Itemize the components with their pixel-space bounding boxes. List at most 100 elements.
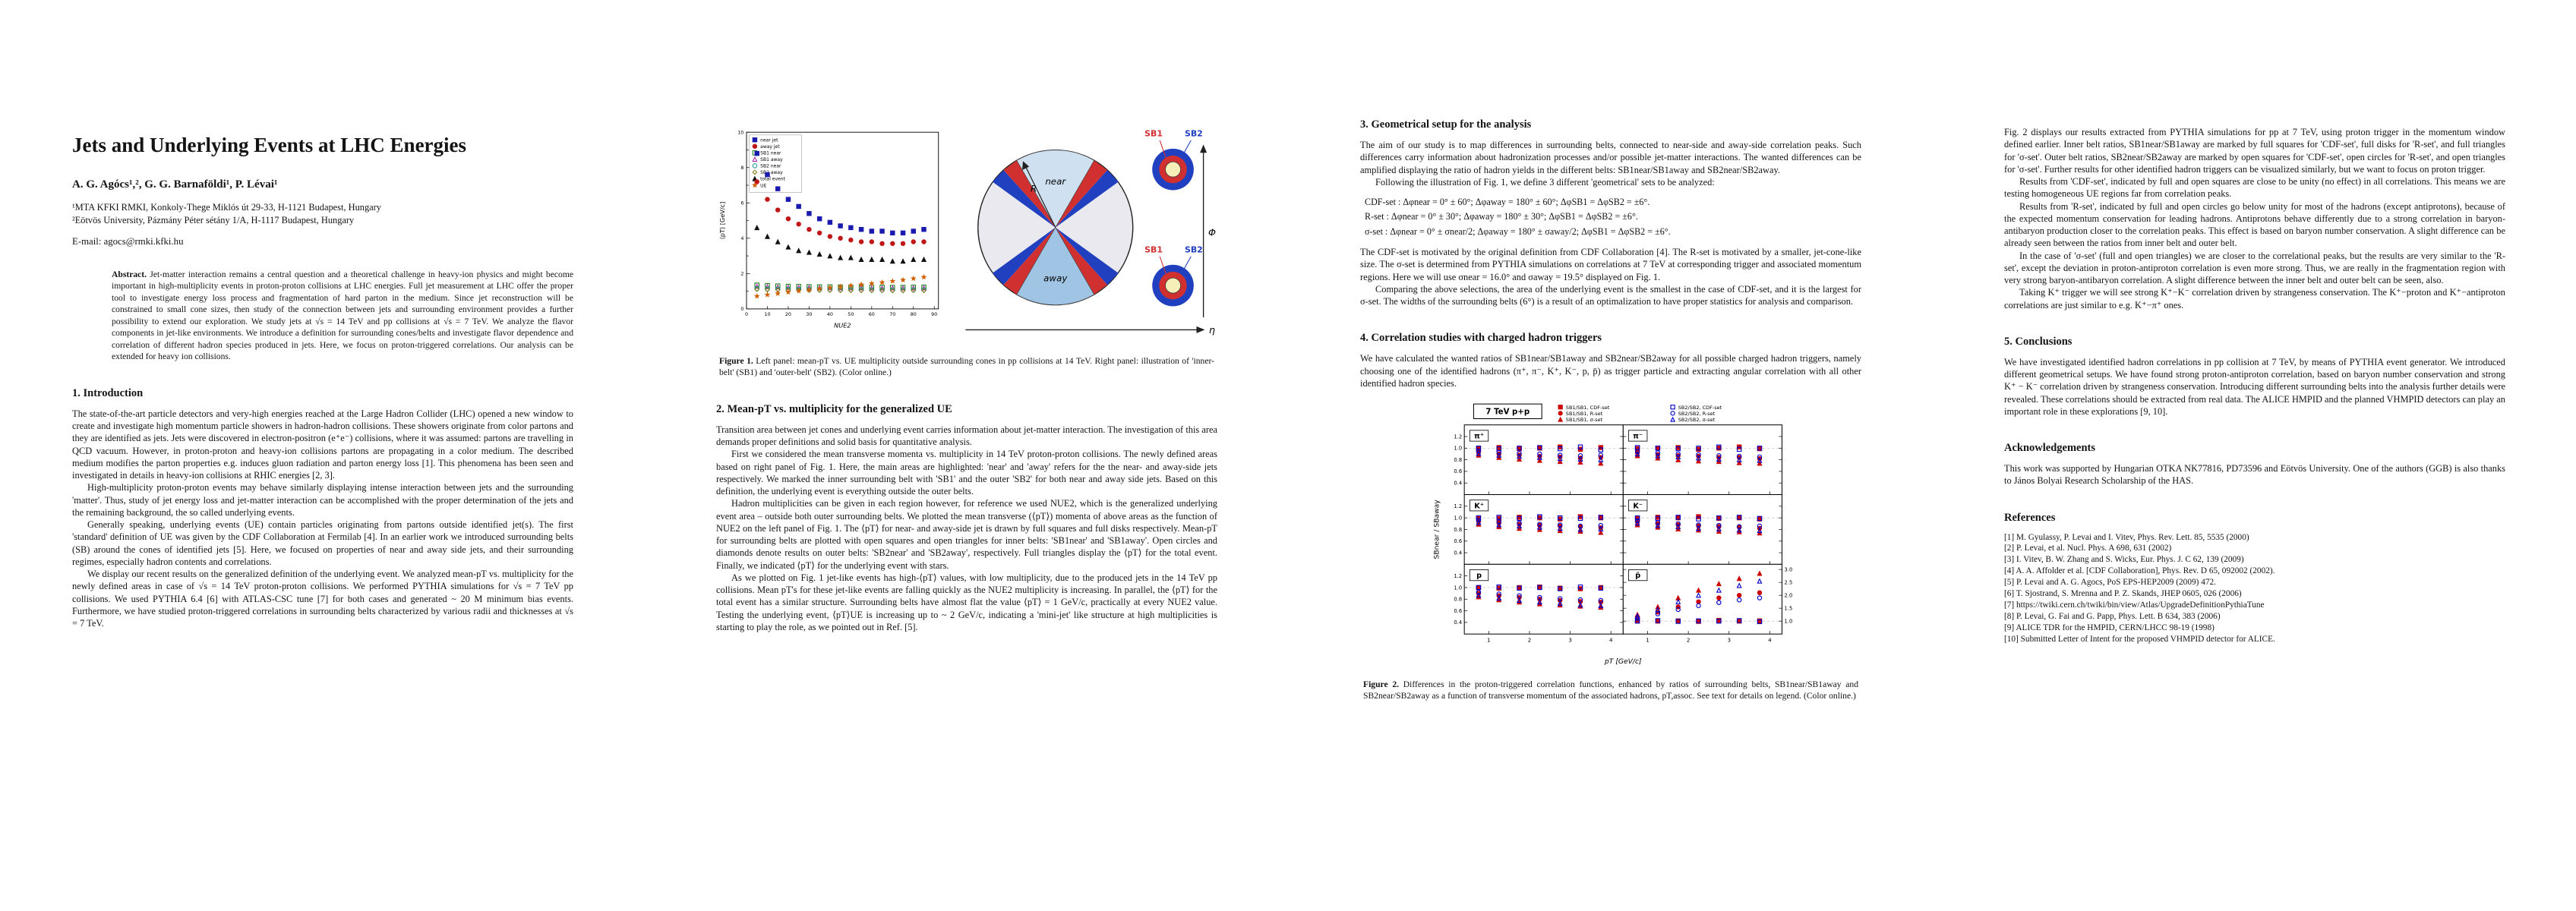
authors-line: A. G. Agócs¹,², G. G. Barnaföldi¹, P. Lé… — [72, 178, 278, 191]
svg-text:0.8: 0.8 — [1454, 527, 1462, 533]
svg-text:1.0: 1.0 — [1454, 585, 1462, 591]
svg-text:near jet: near jet — [760, 137, 778, 143]
svg-text:6: 6 — [740, 201, 743, 206]
set-definition: σ-set : Δφnear = 0° ± σnear/2; Δφaway = … — [1365, 225, 1671, 237]
eta-arrowhead-icon — [1196, 326, 1205, 333]
figure-2-caption-text: Differences in the proton-triggered corr… — [1363, 679, 1858, 701]
svg-text:SB2 away: SB2 away — [760, 170, 783, 175]
svg-text:0.6: 0.6 — [1454, 468, 1462, 474]
svg-text:p̄: p̄ — [1635, 572, 1640, 580]
section-4-paragraphs: We have calculated the wanted ratios of … — [1360, 352, 1861, 389]
svg-text:SB2/SB2, CDF-set: SB2/SB2, CDF-set — [1678, 405, 1722, 411]
svg-text:K⁻: K⁻ — [1633, 502, 1643, 510]
near-cone-wedge — [1016, 150, 1095, 229]
svg-text:UE: UE — [760, 183, 766, 188]
page-1: Jets and Underlying Events at LHC Energi… — [0, 0, 644, 911]
sb2-label: SB2 — [1185, 128, 1203, 138]
sb1-label: SB1 — [1144, 128, 1163, 138]
paragraph: Fig. 2 displays our results extracted fr… — [2004, 127, 2505, 175]
intro-paragraphs: The state-of-the-art particle detectors … — [72, 408, 573, 630]
svg-text:1: 1 — [1646, 636, 1649, 643]
reference-item: [8] P. Levai, G. Fai and G. Papp, Phys. … — [2004, 611, 2221, 621]
svg-text:pT [GeV/c]: pT [GeV/c] — [1604, 657, 1642, 666]
svg-text:SB2/SB2, σ-set: SB2/SB2, σ-set — [1678, 417, 1716, 423]
paragraph: The CDF-set is motivated by the original… — [1360, 247, 1861, 282]
page-4: Fig. 2 displays our results extracted fr… — [1932, 0, 2576, 911]
away-cone-wedge — [1016, 226, 1095, 305]
svg-text:2: 2 — [740, 272, 743, 277]
svg-text:SB1 away: SB1 away — [760, 157, 783, 162]
sb1-wedge — [1003, 160, 1056, 228]
svg-text:p: p — [1476, 572, 1482, 580]
svg-text:π⁺: π⁺ — [1474, 433, 1484, 441]
svg-text:0.4: 0.4 — [1454, 619, 1462, 626]
reference-item: [4] A. A. Affolder et al. [CDF Collabora… — [2004, 566, 2275, 576]
affiliation-1: ¹MTA KFKI RMKI, Konkoly-Thege Miklós út … — [72, 202, 381, 213]
svg-text:K⁺: K⁺ — [1474, 502, 1484, 510]
svg-text:40: 40 — [827, 312, 833, 317]
svg-text:1.2: 1.2 — [1454, 573, 1462, 579]
conclusions-paragraphs: We have investigated identified hadron c… — [2004, 356, 2505, 418]
phi-label: Φ — [1208, 228, 1216, 239]
svg-text:1.0: 1.0 — [1785, 619, 1793, 625]
reference-item: [6] T. Sjostrand, S. Mrenna and P. Z. Sk… — [2004, 589, 2242, 599]
set-definition: R-set : Δφnear = 0° ± 30°; Δφaway = 180°… — [1365, 211, 1638, 222]
paragraph: The aim of our study is to map differenc… — [1360, 140, 1861, 175]
paragraph: We have calculated the wanted ratios of … — [1360, 353, 1861, 389]
svg-text:0.6: 0.6 — [1454, 538, 1462, 544]
paragraph: We have investigated identified hadron c… — [2004, 356, 2505, 417]
paragraph: In the case of 'σ-set' (full and open tr… — [2004, 250, 2505, 286]
paragraph: Transition area between jet cones and un… — [716, 424, 1217, 448]
reference-item: [5] P. Levai and A. G. Agocs, PoS EPS-HE… — [2004, 578, 2216, 588]
sb2-wedge — [992, 170, 1056, 228]
page-3: 3. Geometrical setup for the analysis Th… — [1288, 0, 1932, 911]
svg-text:70: 70 — [889, 312, 895, 317]
figure-1-caption-label: Figure 1. — [719, 356, 753, 366]
svg-text:SB1 near: SB1 near — [760, 151, 781, 156]
svg-text:0.6: 0.6 — [1454, 608, 1462, 614]
paragraph: Hadron multiplicities can be given in ea… — [716, 498, 1217, 571]
svg-text:50: 50 — [848, 312, 854, 317]
sb1-label: SB1 — [1144, 244, 1163, 254]
abstract-label: Abstract. — [112, 269, 147, 279]
svg-text:SB1/SB1, σ-set: SB1/SB1, σ-set — [1566, 417, 1603, 423]
svg-text:SBnear / SBaway: SBnear / SBaway — [1432, 500, 1441, 560]
paragraph: Results from 'CDF-set', indicated by ful… — [2004, 176, 2505, 200]
svg-text:3: 3 — [1727, 636, 1731, 643]
sb2-pointer-line — [1183, 140, 1192, 153]
svg-text:3.0: 3.0 — [1785, 567, 1793, 573]
page-1-column: Jets and Underlying Events at LHC Energi… — [72, 134, 573, 629]
results-paragraphs: Fig. 2 displays our results extracted fr… — [2004, 126, 2505, 311]
affiliation-2: ²Eötvös University, Pázmány Péter sétány… — [72, 215, 355, 226]
svg-text:4: 4 — [1768, 636, 1772, 643]
sb2-wedge — [992, 227, 1056, 285]
svg-text:2: 2 — [1528, 636, 1532, 643]
r-arrowhead-icon — [1022, 161, 1030, 171]
page-4-column: Fig. 2 displays our results extracted fr… — [2004, 126, 2505, 645]
sb2-pointer-line — [1183, 256, 1192, 270]
figure-2-caption: Figure 2. Differences in the proton-trig… — [1363, 679, 1858, 702]
away-cone-core — [1165, 277, 1181, 294]
svg-text:3: 3 — [1568, 636, 1572, 643]
figure-2-caption-label: Figure 2. — [1363, 679, 1400, 690]
figure-1: 0 10 20 30 40 50 60 70 80 90 0 2 4 6 8 10 NUE2 ⟨pT⟩ [GeV/… — [716, 118, 1217, 346]
paragraph: Generally speaking, underlying events (U… — [72, 519, 573, 567]
paragraph: As we plotted on Fig. 1 jet-like events … — [716, 572, 1217, 632]
svg-text:90: 90 — [931, 312, 937, 317]
svg-text:0.4: 0.4 — [1454, 550, 1462, 556]
svg-text:1.2: 1.2 — [1454, 503, 1462, 509]
figure-1-caption-text: Left panel: mean-pT vs. UE multiplicity … — [719, 356, 1214, 378]
svg-text:2.5: 2.5 — [1785, 580, 1793, 586]
acknowledgements-heading: Acknowledgements — [2004, 442, 2096, 454]
svg-text:away jet: away jet — [760, 144, 780, 150]
r-arrow — [1024, 165, 1056, 228]
page-2: 0 10 20 30 40 50 60 70 80 90 0 2 4 6 8 10 NUE2 ⟨pT⟩ [GeV/… — [644, 0, 1288, 911]
section-5-heading: 5. Conclusions — [2004, 335, 2072, 348]
abstract: Abstract. Jet-matter interaction remains… — [112, 269, 573, 363]
section-1-heading: 1. Introduction — [72, 386, 144, 399]
sb1-wedge — [1055, 227, 1108, 295]
reference-item: [9] ALICE TDR for the HMPID, CERN/LHCC 9… — [2004, 623, 2215, 632]
paragraph: Taking K⁺ trigger we will see strong K⁺−… — [2004, 287, 2505, 310]
away-label: away — [1043, 273, 1068, 284]
paragraph: Results from 'R-set', indicated by full … — [2004, 200, 2505, 249]
